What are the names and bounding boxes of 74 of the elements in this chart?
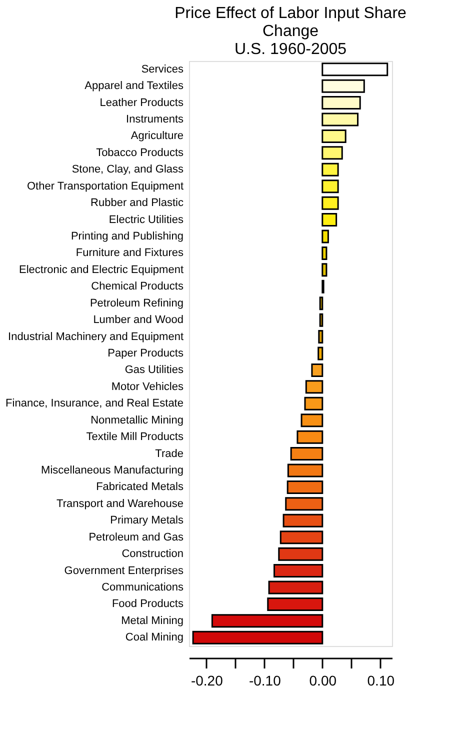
bar (322, 180, 339, 194)
x-tick-label: -0.20 (190, 672, 224, 688)
y-tick-label: Transport and Warehouse (56, 498, 184, 510)
bar (322, 146, 343, 160)
bar (322, 230, 329, 244)
bar (322, 246, 328, 260)
y-tick-label: Rubber and Plastic (90, 197, 184, 210)
bar (286, 480, 324, 494)
bar (305, 380, 324, 394)
y-tick-label: Communications (102, 582, 184, 594)
y-tick-label: Lumber and Wood (93, 314, 184, 326)
y-tick-label: Instruments (126, 114, 184, 126)
bar (304, 396, 324, 410)
y-tick-label: Other Transportation Equipment (26, 180, 184, 192)
bar (318, 330, 324, 344)
x-tick-label: 0.10 (367, 672, 395, 688)
y-tick-label: Nonmetallic Mining (90, 414, 184, 426)
bar (296, 430, 324, 444)
y-tick-label: Stone, Clay, and Glass (72, 164, 184, 176)
y-tick-label: Finance, Insurance, and Real Estate (6, 398, 184, 410)
y-tick-label: Tobacco Products (96, 146, 184, 159)
bar (319, 296, 324, 310)
bar (322, 213, 338, 227)
y-tick-label: Food Products (112, 598, 184, 610)
y-tick-label: Gas Utilities (124, 364, 184, 376)
y-tick-label: Services (141, 63, 184, 76)
y-tick-label: Metal Mining (121, 614, 184, 627)
bar (318, 346, 324, 360)
bar (278, 547, 324, 561)
y-tick-label: Fabricated Metals (96, 481, 184, 494)
x-tick-label: -0.10 (248, 672, 282, 688)
y-tick-label: Petroleum Refining (90, 297, 184, 310)
y-tick-label: Leather Products (100, 96, 184, 109)
y-tick-label: Apparel and Textiles (84, 80, 184, 92)
y-tick-label: Primary Metals (110, 514, 184, 527)
y-tick-label: Printing and Publishing (70, 230, 184, 242)
y-tick-label: Industrial Machinery and Equipment (8, 330, 184, 343)
y-tick-label: Electric Utilities (108, 214, 184, 226)
bar (311, 363, 324, 377)
bar (268, 580, 324, 594)
y-tick-label: Chemical Products (91, 280, 184, 293)
chart-title: Price Effect of Labor Input Share Change U.S. 1960-2005 (174, 5, 407, 58)
bar (322, 79, 365, 93)
y-tick-label: Electronic and Electric Equipment (19, 264, 184, 276)
y-tick-label: Motor Vehicles (111, 380, 184, 393)
bar (322, 62, 388, 76)
bar (274, 564, 324, 578)
bar (285, 497, 324, 511)
bar (290, 447, 324, 461)
y-tick-label: Construction (122, 548, 184, 560)
bar (267, 597, 324, 611)
y-tick-label: Petroleum and Gas (88, 531, 184, 544)
x-tick-label: 0.00 (309, 672, 337, 688)
bar (322, 112, 359, 126)
bar (322, 129, 346, 143)
bar (300, 414, 324, 428)
bar (192, 630, 324, 644)
bar (287, 464, 324, 478)
bar (322, 96, 361, 110)
y-tick-label: Trade (155, 448, 184, 460)
y-tick-label: Furniture and Fixtures (76, 247, 184, 260)
bar (211, 614, 324, 628)
bar (319, 313, 324, 327)
bar (280, 530, 324, 544)
bar (322, 263, 328, 277)
y-tick-label: Agriculture (130, 130, 184, 142)
bar (322, 162, 339, 176)
bar (322, 196, 339, 210)
bar (282, 514, 324, 528)
y-tick-label: Government Enterprises (64, 564, 184, 577)
y-tick-label: Paper Products (108, 348, 184, 360)
y-tick-label: Miscellaneous Manufacturing (41, 464, 184, 476)
y-tick-label: Coal Mining (125, 632, 184, 644)
y-tick-label: Textile Mill Products (86, 431, 184, 444)
